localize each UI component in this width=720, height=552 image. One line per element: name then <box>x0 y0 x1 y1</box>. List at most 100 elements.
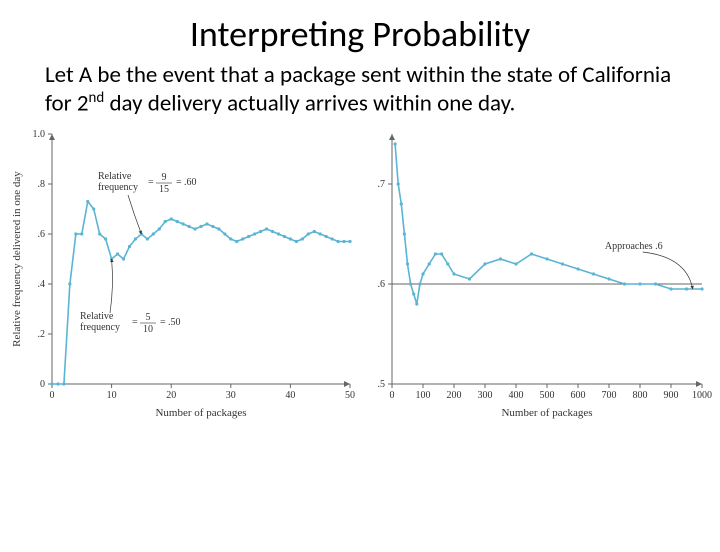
series-dot <box>74 232 77 235</box>
x-tick-label: 20 <box>166 390 176 401</box>
series-dot <box>158 227 161 230</box>
series-dot <box>331 237 334 240</box>
series-dot <box>86 200 89 203</box>
series-dot <box>92 207 95 210</box>
series-dot <box>406 262 409 265</box>
series-dot <box>128 245 131 248</box>
x-tick-label: 100 <box>416 390 431 401</box>
annot-eq: = <box>160 317 166 328</box>
series-dot <box>418 282 421 285</box>
y-axis-label: Relative frequency delivered in one day <box>11 171 23 347</box>
series-dot <box>700 287 703 290</box>
series-dot <box>623 282 626 285</box>
series-dot <box>319 232 322 235</box>
slide-body: Let A be the event that a package sent w… <box>45 62 680 118</box>
series-dot <box>164 220 167 223</box>
series-line <box>52 201 350 384</box>
x-tick-label: 900 <box>664 390 679 401</box>
y-tick-label: .4 <box>38 279 46 290</box>
annot-label: Relative <box>80 311 114 322</box>
series-dot <box>217 227 220 230</box>
annot-label: Approaches .6 <box>605 241 663 252</box>
series-dot <box>182 222 185 225</box>
x-axis-label: Number of packages <box>501 407 592 419</box>
series-dot <box>403 232 406 235</box>
series-dot <box>211 225 214 228</box>
series-dot <box>654 282 657 285</box>
series-dot <box>499 257 502 260</box>
series-dot <box>685 287 688 290</box>
series-dot <box>348 240 351 243</box>
series-dot <box>576 267 579 270</box>
series-dot <box>116 252 119 255</box>
series-dot <box>295 240 298 243</box>
series-dot <box>400 202 403 205</box>
series-dot <box>301 237 304 240</box>
y-tick-label: .6 <box>38 229 46 240</box>
series-line <box>395 144 702 304</box>
annot-val: .50 <box>168 317 181 328</box>
series-dot <box>307 232 310 235</box>
series-dot <box>446 262 449 265</box>
x-tick-label: 50 <box>345 390 355 401</box>
left-chart: 0.2.4.6.81.001020304050Number of package… <box>8 124 360 424</box>
series-dot <box>259 230 262 233</box>
x-tick-label: 200 <box>447 390 462 401</box>
series-dot <box>545 257 548 260</box>
annot-den: 15 <box>159 184 169 195</box>
series-dot <box>176 220 179 223</box>
series-dot <box>313 230 316 233</box>
x-axis-label: Number of packages <box>155 407 246 419</box>
series-dot <box>514 262 517 265</box>
x-tick-label: 40 <box>285 390 295 401</box>
annot-num: 9 <box>162 172 167 183</box>
series-dot <box>241 237 244 240</box>
series-dot <box>669 287 672 290</box>
y-tick-label: .6 <box>378 279 386 290</box>
y-tick-label: 0 <box>40 379 45 390</box>
series-dot <box>394 142 397 145</box>
series-dot <box>428 262 431 265</box>
series-dot <box>146 237 149 240</box>
series-dot <box>68 282 71 285</box>
series-dot <box>170 217 173 220</box>
series-dot <box>62 382 65 385</box>
x-tick-label: 700 <box>602 390 617 401</box>
series-dot <box>412 292 415 295</box>
series-dot <box>342 240 345 243</box>
series-dot <box>421 272 424 275</box>
leader-line <box>110 259 113 313</box>
x-tick-label: 10 <box>107 390 117 401</box>
series-dot <box>607 277 610 280</box>
series-dot <box>80 232 83 235</box>
series-dot <box>283 235 286 238</box>
series-dot <box>152 232 155 235</box>
series-dot <box>229 237 232 240</box>
series-dot <box>271 230 274 233</box>
annot-eq: = <box>176 177 182 188</box>
series-dot <box>336 240 339 243</box>
series-dot <box>483 262 486 265</box>
body-sup: nd <box>89 89 105 107</box>
leader-line <box>128 195 141 234</box>
annot-eq: = <box>148 177 154 188</box>
series-dot <box>205 222 208 225</box>
x-tick-label: 0 <box>390 390 395 401</box>
series-dot <box>409 282 412 285</box>
y-tick-label: .5 <box>378 379 386 390</box>
x-tick-label: 30 <box>226 390 236 401</box>
series-dot <box>193 227 196 230</box>
y-tick-label: .8 <box>38 179 46 190</box>
annot-label: frequency <box>80 322 120 333</box>
annot-val: .60 <box>184 177 197 188</box>
y-tick-label: .2 <box>38 329 46 340</box>
series-dot <box>98 232 101 235</box>
series-dot <box>122 257 125 260</box>
series-dot <box>235 240 238 243</box>
body-post: day delivery actually arrives within one… <box>104 89 515 117</box>
series-dot <box>434 252 437 255</box>
series-dot <box>440 252 443 255</box>
x-tick-label: 1000 <box>692 390 712 401</box>
series-dot <box>187 225 190 228</box>
x-tick-label: 600 <box>571 390 586 401</box>
